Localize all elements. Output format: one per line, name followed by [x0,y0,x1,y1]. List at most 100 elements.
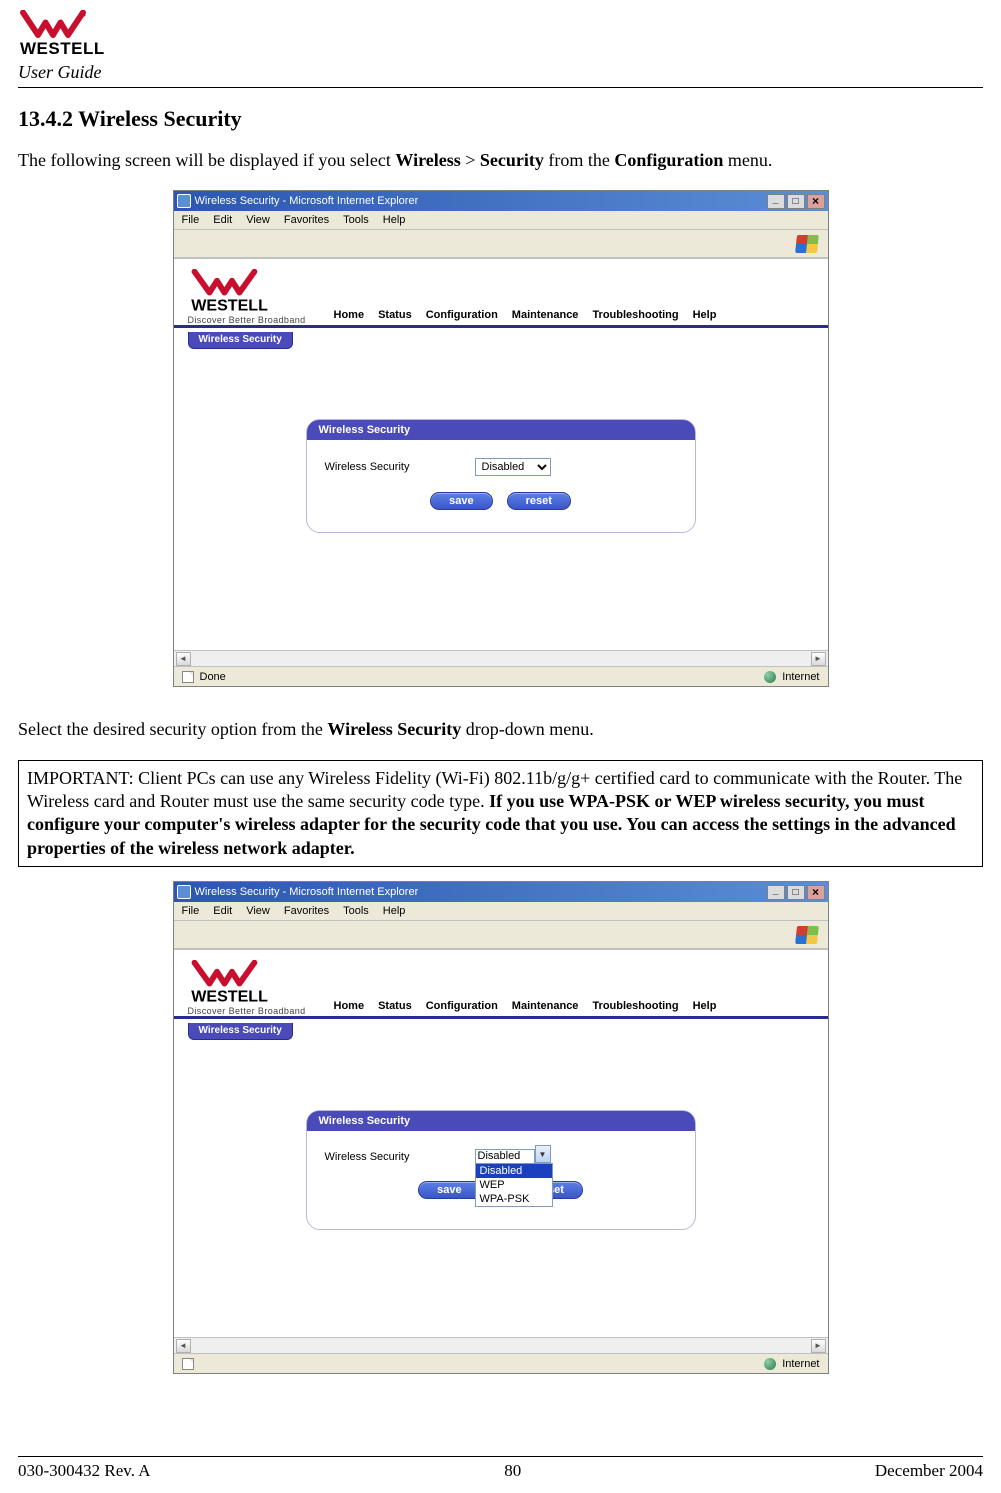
panel-title-2: Wireless Security [307,1111,695,1131]
close-button-2[interactable] [807,885,825,900]
opt-disabled-open[interactable]: Disabled [476,1164,552,1178]
nav-home-2[interactable]: Home [334,1000,365,1012]
nav-status-2[interactable]: Status [378,1000,412,1012]
doc-footer: 030-300432 Rev. A 80 December 2004 [18,1456,983,1481]
minimize-button[interactable] [767,194,785,209]
dropdown-arrow-icon[interactable]: ▼ [535,1145,551,1163]
scroll-left-arrow[interactable]: ◄ [176,652,191,666]
security-dropdown-open[interactable]: Disabled WEP WPA-PSK [475,1163,553,1207]
status-doc-icon-2 [182,1358,194,1370]
ie-window-2: Wireless Security - Microsoft Internet E… [173,881,829,1374]
status-done: Done [200,671,226,683]
ie-app-icon-2 [177,885,191,899]
opt-wpapsk-open[interactable]: WPA-PSK [476,1192,552,1206]
ie-horizontal-scrollbar-2[interactable]: ◄ ► [174,1337,828,1353]
ie-title-2: Wireless Security - Microsoft Internet E… [195,886,419,898]
ie-horizontal-scrollbar[interactable]: ◄ ► [174,650,828,666]
page-content: WESTELL Discover Better Broadband Home S… [174,258,828,650]
status-doc-icon [182,671,194,683]
subtab-wireless-security[interactable]: Wireless Security [188,332,293,349]
security-select[interactable]: Disabled WEP WPA-PSK [475,458,551,476]
menu-tools[interactable]: Tools [343,214,369,226]
page-tagline: Discover Better Broadband [188,315,308,325]
nav-troubleshooting-2[interactable]: Troubleshooting [592,1000,678,1012]
westell-logo: WESTELL [18,10,128,58]
nav-configuration[interactable]: Configuration [426,309,498,321]
section-heading: 13.4.2 Wireless Security [18,106,983,132]
mid-bold: Wireless Security [327,719,461,739]
nav-home[interactable]: Home [334,309,365,321]
intro-gt: > [465,150,480,170]
scroll-right-arrow-2[interactable]: ► [811,1339,826,1353]
scroll-left-arrow-2[interactable]: ◄ [176,1339,191,1353]
menu-view-2[interactable]: View [246,905,270,917]
intro-wireless: Wireless [395,150,460,170]
important-box: IMPORTANT: Client PCs can use any Wirele… [18,760,983,868]
status-zone: Internet [782,671,819,683]
ie-title: Wireless Security - Microsoft Internet E… [195,195,419,207]
security-label-2: Wireless Security [325,1151,435,1163]
maximize-button-2[interactable] [787,885,805,900]
page-logo-text-2: WESTELL [191,988,268,1006]
menu-favorites[interactable]: Favorites [284,214,329,226]
nav-status[interactable]: Status [378,309,412,321]
opt-wep-open[interactable]: WEP [476,1178,552,1192]
screenshot-1: Wireless Security - Microsoft Internet E… [18,190,983,707]
westell-logo-svg: WESTELL [18,10,128,58]
maximize-button[interactable] [787,194,805,209]
intro-config: Configuration [614,150,723,170]
menu-help[interactable]: Help [383,214,406,226]
nav-help[interactable]: Help [693,309,717,321]
nav-troubleshooting[interactable]: Troubleshooting [592,309,678,321]
ie-titlebar: Wireless Security - Microsoft Internet E… [174,191,828,211]
ie-statusbar: Done Internet [174,666,828,686]
ie-titlebar-2: Wireless Security - Microsoft Internet E… [174,882,828,902]
mid-1: Select the desired security option from … [18,719,327,739]
user-guide-label: User Guide [18,62,983,88]
footer-right: December 2004 [875,1461,983,1481]
intro-from: from the [548,150,614,170]
intro-text-1: The following screen will be displayed i… [18,150,395,170]
page-logo-block: WESTELL Discover Better Broadband [188,269,308,325]
section-title: Wireless Security [78,106,242,131]
menu-file[interactable]: File [182,214,200,226]
scroll-right-arrow[interactable]: ► [811,652,826,666]
internet-zone-icon-2 [764,1358,776,1370]
footer-center: 80 [504,1461,521,1481]
subtab-row: Wireless Security [174,328,828,349]
minimize-button-2[interactable] [767,885,785,900]
windows-flag-icon [795,235,819,253]
menu-view[interactable]: View [246,214,270,226]
window-controls [767,194,825,209]
nav-maintenance-2[interactable]: Maintenance [512,1000,579,1012]
nav-configuration-2[interactable]: Configuration [426,1000,498,1012]
menu-file-2[interactable]: File [182,905,200,917]
mid-2: drop-down menu. [466,719,594,739]
security-label: Wireless Security [325,461,435,473]
wireless-security-panel: Wireless Security Wireless Security Disa… [306,419,696,533]
page-header: WESTELL Discover Better Broadband Home S… [174,259,828,325]
subtab-wireless-security-2[interactable]: Wireless Security [188,1023,293,1040]
intro-security: Security [480,150,544,170]
menu-edit[interactable]: Edit [213,214,232,226]
nav-help-2[interactable]: Help [693,1000,717,1012]
save-button[interactable]: save [430,492,492,510]
section-number: 13.4.2 [18,106,73,131]
menu-edit-2[interactable]: Edit [213,905,232,917]
ie-statusbar-2: Internet [174,1353,828,1373]
close-button[interactable] [807,194,825,209]
nav-maintenance[interactable]: Maintenance [512,309,579,321]
doc-header: WESTELL User Guide [18,10,983,88]
reset-button[interactable]: reset [507,492,571,510]
menu-help-2[interactable]: Help [383,905,406,917]
page-logo-block-2: WESTELL Discover Better Broadband [188,960,308,1016]
status-zone-2: Internet [782,1358,819,1370]
ie-toolbar [174,230,828,258]
security-row: Wireless Security Disabled WEP WPA-PSK [325,458,677,476]
panel-title: Wireless Security [307,420,695,440]
menu-favorites-2[interactable]: Favorites [284,905,329,917]
menu-tools-2[interactable]: Tools [343,905,369,917]
ie-toolbar-2 [174,921,828,949]
screenshot-2: Wireless Security - Microsoft Internet E… [18,881,983,1394]
ie-window: Wireless Security - Microsoft Internet E… [173,190,829,687]
